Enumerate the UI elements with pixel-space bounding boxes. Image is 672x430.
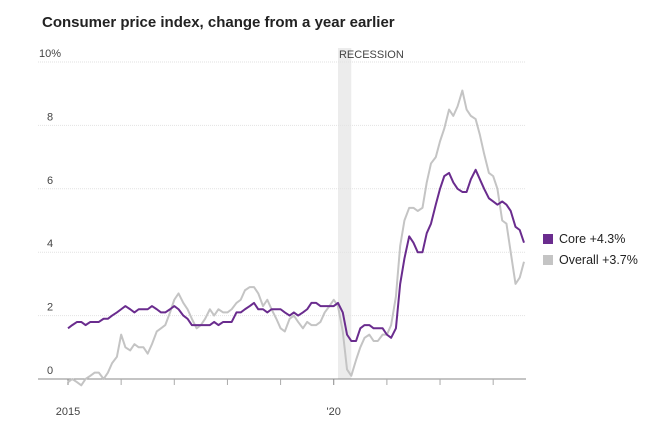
recession-band [337,48,352,379]
y-tick-label: 6 [47,175,53,187]
x-tick-label: '20 [327,406,341,418]
legend-label: Overall +3.7% [559,253,638,267]
y-tick-label: 4 [47,238,53,250]
y-tick-label: 0 [47,365,53,377]
recession-label: RECESSION [339,49,404,61]
legend-swatch [543,234,553,244]
legend-label: Core +4.3% [559,232,625,246]
y-tick-label: 8 [47,111,53,123]
legend-swatch [543,255,553,265]
series-line [67,89,525,387]
y-tick-label: 2 [47,302,53,314]
y-tick-label: 10% [39,48,61,60]
x-tick-label: 2015 [56,406,80,418]
series-line [67,168,525,342]
chart-title: Consumer price index, change from a year… [42,14,395,31]
